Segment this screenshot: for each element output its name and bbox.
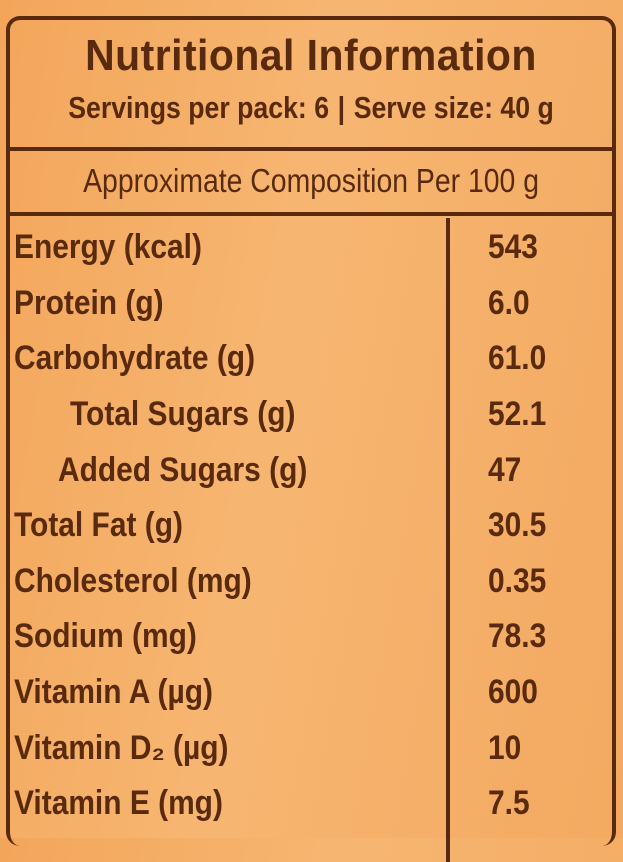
nutrient-label: Total Fat (g)	[14, 506, 183, 545]
nutrient-label: Sodium (mg)	[14, 617, 197, 656]
nutrient-value: 7.5	[488, 784, 530, 823]
nutrient-label: Vitamin A (µg)	[14, 673, 213, 712]
nutrient-value: 52.1	[488, 395, 547, 434]
servings-separator: |	[337, 90, 346, 125]
nutrition-panel: Nutritional Information Servings per pac…	[6, 16, 616, 862]
nutrient-value: 600	[488, 673, 538, 712]
nutrient-value: 47	[488, 450, 522, 489]
serve-size: Serve size: 40 g	[353, 90, 554, 125]
nutrient-value: 61.0	[488, 339, 547, 378]
nutrient-row: Cholesterol (mg) 0.35	[10, 554, 612, 610]
nutrient-row: Total Fat (g) 30.5	[10, 498, 612, 554]
nutrient-label: Carbohydrate (g)	[14, 339, 256, 378]
nutrient-label: Protein (g)	[14, 283, 164, 322]
nutrient-value: 78.3	[488, 617, 547, 656]
nutrient-table: Energy (kcal) 543 Protein (g) 6.0 Carboh…	[10, 218, 612, 862]
nutrient-label: Vitamin E (mg)	[14, 784, 223, 823]
nutrient-row: Vitamin A (µg) 600	[10, 665, 612, 721]
nutrient-row: Sodium (mg) 78.3	[10, 609, 612, 665]
panel-title: Nutritional Information	[85, 31, 537, 80]
nutrient-label: Added Sugars (g)	[58, 450, 308, 489]
nutrient-row: Protein (g) 6.0	[10, 276, 612, 332]
servings-line: Servings per pack: 6 | Serve size: 40 g	[52, 88, 570, 128]
nutrient-row: Vitamin E (mg) 7.5	[10, 776, 612, 832]
composition-label: Approximate Composition Per 100 g	[10, 151, 612, 216]
nutrient-row: Added Sugars (g) 47	[10, 442, 612, 498]
nutrient-label: Vitamin D₂ (µg)	[14, 728, 229, 767]
nutrient-row: Total Sugars (g) 52.1	[10, 387, 612, 443]
nutrient-row: Vitamin D₂ (µg) 10	[10, 720, 612, 776]
servings-per-pack: Servings per pack: 6	[68, 90, 330, 125]
nutrient-value: 30.5	[488, 506, 547, 545]
nutrient-label: Total Sugars (g)	[70, 395, 296, 434]
nutrient-label: Energy (kcal)	[14, 228, 202, 267]
nutrient-row: Energy (kcal) 543	[10, 220, 612, 276]
nutrient-value: 6.0	[488, 283, 530, 322]
nutrient-value: 10	[488, 728, 522, 767]
nutrient-value: 0.35	[488, 561, 547, 600]
nutrient-value: 543	[488, 228, 538, 267]
nutrient-row: Carbohydrate (g) 61.0	[10, 331, 612, 387]
panel-header: Nutritional Information Servings per pac…	[10, 20, 612, 151]
nutrient-label: Cholesterol (mg)	[14, 561, 252, 600]
